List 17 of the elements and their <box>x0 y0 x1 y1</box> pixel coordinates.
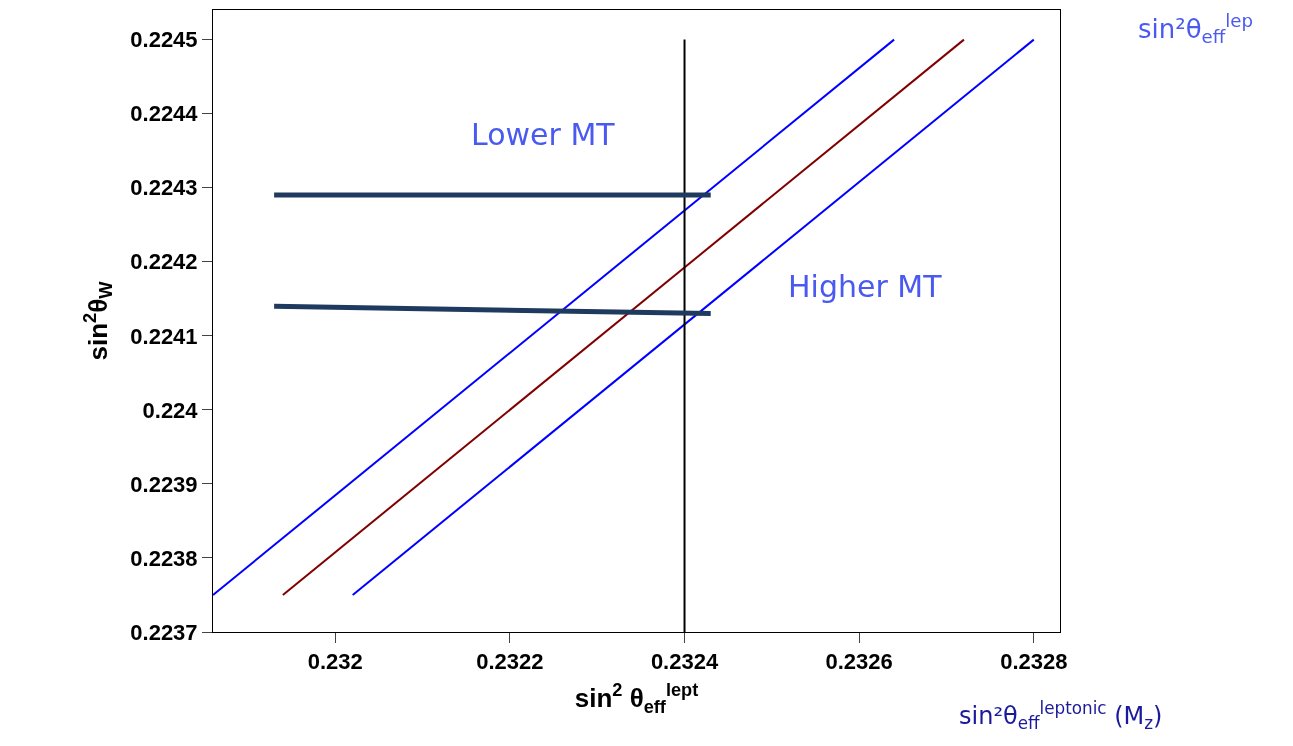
y-tick-label: 0.2242 <box>130 249 198 275</box>
annotation: Lower MT <box>471 117 616 152</box>
annotation: Higher MT <box>788 269 943 304</box>
y-tick-label: 0.2245 <box>130 27 198 53</box>
y-tick-label: 0.2238 <box>130 545 198 571</box>
x-tick-label: 0.232 <box>307 649 363 675</box>
y-tick-label: 0.2237 <box>130 619 198 645</box>
y-tick-label: 0.2241 <box>130 323 198 349</box>
y-tick-label: 0.2239 <box>130 471 198 497</box>
text: sin²θ$_{eff}$$^{leptonic}$ (M$_{z}$) <box>959 698 1163 734</box>
x-tick-label: 0.2326 <box>825 649 893 675</box>
y-tick-label: 0.2244 <box>130 101 199 127</box>
x-tick-label: 0.2328 <box>1000 649 1068 675</box>
y-tick-label: 0.2243 <box>130 175 198 201</box>
y-tick-label: 0.224 <box>142 397 199 423</box>
x-tick-label: 0.2322 <box>476 649 544 675</box>
x-tick-label: 0.2324 <box>650 649 719 675</box>
